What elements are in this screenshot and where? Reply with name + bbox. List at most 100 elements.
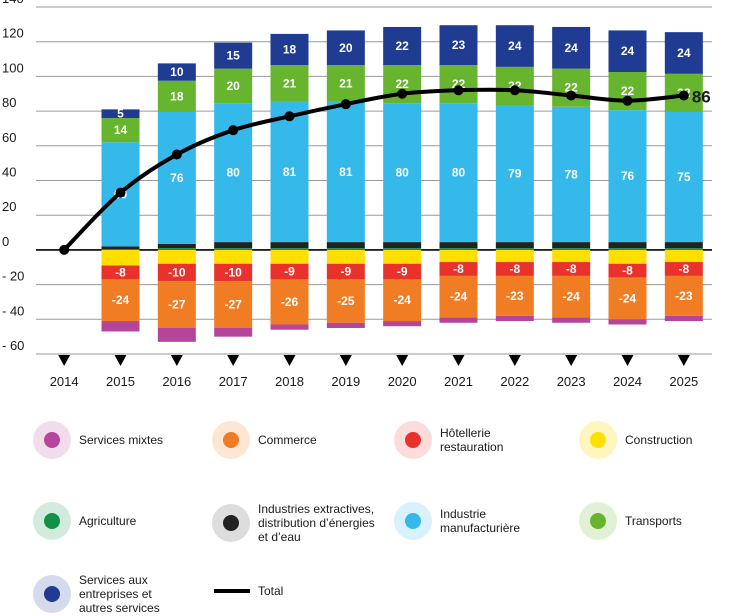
bar-segment: [270, 263, 309, 280]
bar-segment: [608, 110, 647, 243]
y-tick-label: 20: [2, 199, 16, 214]
data-label: -27: [224, 298, 242, 312]
data-label: 20: [226, 79, 240, 93]
total-point: [228, 125, 239, 136]
bar-segment: [664, 32, 703, 74]
y-tick-label: - 20: [2, 269, 24, 284]
x-tick-label: 2022: [500, 374, 529, 389]
bar-segment: [552, 26, 591, 69]
bar-segment: [326, 322, 365, 328]
bar-segment: [101, 249, 140, 250]
bar-segment: [439, 242, 478, 249]
data-label: 80: [395, 166, 409, 180]
bar-segment: [157, 281, 196, 328]
x-tick-marker: [170, 355, 183, 366]
bar-segment: [157, 263, 196, 282]
bar-segment: [270, 242, 309, 249]
total-point: [340, 99, 351, 110]
data-label: -8: [453, 262, 464, 276]
bar-segment: [101, 265, 140, 280]
bar-segment: [101, 249, 140, 266]
x-tick-marker: [283, 355, 296, 366]
bar-segment: [270, 279, 309, 325]
bar-segment: [326, 65, 365, 102]
bar-segment: [157, 327, 196, 342]
bar-segment: [383, 279, 422, 322]
data-label: -23: [675, 289, 693, 303]
bar-segment: [326, 279, 365, 323]
bar-segment: [157, 249, 196, 264]
total-point: [453, 85, 464, 96]
x-tick-marker: [508, 355, 521, 366]
bar-segment: [439, 65, 478, 104]
bar-segment: [270, 249, 309, 264]
bar-segment: [383, 248, 422, 250]
total-point: [59, 244, 70, 255]
bar-segment: [270, 65, 309, 102]
bar-segment: [608, 319, 647, 325]
x-tick-label: 2018: [275, 374, 304, 389]
data-label: 18: [170, 89, 184, 103]
data-label: 75: [677, 170, 691, 184]
data-label: -24: [562, 290, 580, 304]
bar-segment: [552, 249, 591, 263]
bar-segment: [552, 248, 591, 250]
bar-segment: [664, 275, 703, 316]
data-label: 81: [283, 165, 297, 179]
data-label: -27: [168, 298, 186, 312]
y-tick-label: 120: [2, 26, 24, 41]
data-label: 21: [283, 76, 297, 90]
data-label: -24: [112, 293, 130, 307]
x-tick-marker: [621, 355, 634, 366]
data-label: 24: [621, 44, 635, 58]
bar-segment: [270, 248, 309, 250]
bar-segment: [608, 248, 647, 250]
bar-segment: [552, 262, 591, 276]
total-point: [115, 187, 126, 198]
bar-segment: [495, 105, 534, 243]
bar-segment: [664, 248, 703, 250]
total-line-path: [62, 87, 686, 252]
x-tick-label: 2014: [50, 374, 79, 389]
bar-segment: [439, 262, 478, 276]
bar-segment: [270, 324, 309, 330]
bar-segment: [214, 263, 253, 282]
total-line: 86: [59, 85, 711, 255]
data-label: -25: [337, 294, 355, 308]
x-tick-label: 2020: [388, 374, 417, 389]
bar-segment: [664, 111, 703, 243]
bar-segment: [383, 103, 422, 243]
y-tick-label: 0: [2, 234, 9, 249]
data-label: 80: [452, 166, 466, 180]
bar-segment: [326, 30, 365, 66]
bar-segment: [552, 275, 591, 318]
y-tick-label: 40: [2, 165, 16, 180]
data-label: 23: [452, 38, 466, 52]
bar-segment: [439, 103, 478, 243]
data-label: -8: [622, 264, 633, 278]
data-label: 15: [226, 49, 240, 63]
gridlines: [36, 6, 712, 355]
bar-segment: [495, 249, 534, 263]
x-axis: 2014 2015 2016 2017 2018 2019 2020 2021 2022 2023…: [50, 355, 698, 389]
bar-segment: [326, 242, 365, 249]
bar-segment: [552, 106, 591, 243]
bar-segment: [157, 63, 196, 81]
bar-segment: [608, 242, 647, 249]
bar-segment: [608, 263, 647, 278]
y-axis: 140 120 100 80 60 40 20 0 - 20 - 40 - 60: [2, 0, 24, 353]
bar-segment: [157, 111, 196, 244]
bar-segment: [439, 25, 478, 66]
bar-segment: [101, 279, 140, 322]
bar-segment: [214, 42, 253, 69]
bar-segment: [101, 109, 140, 119]
data-label: 79: [508, 167, 522, 181]
data-label: 18: [283, 43, 297, 57]
total-point: [509, 85, 520, 96]
bar-segment: [664, 315, 703, 322]
data-label: 80: [226, 166, 240, 180]
bar-segment: [383, 321, 422, 327]
bar-segment: [664, 262, 703, 276]
bar-segment: [439, 275, 478, 318]
